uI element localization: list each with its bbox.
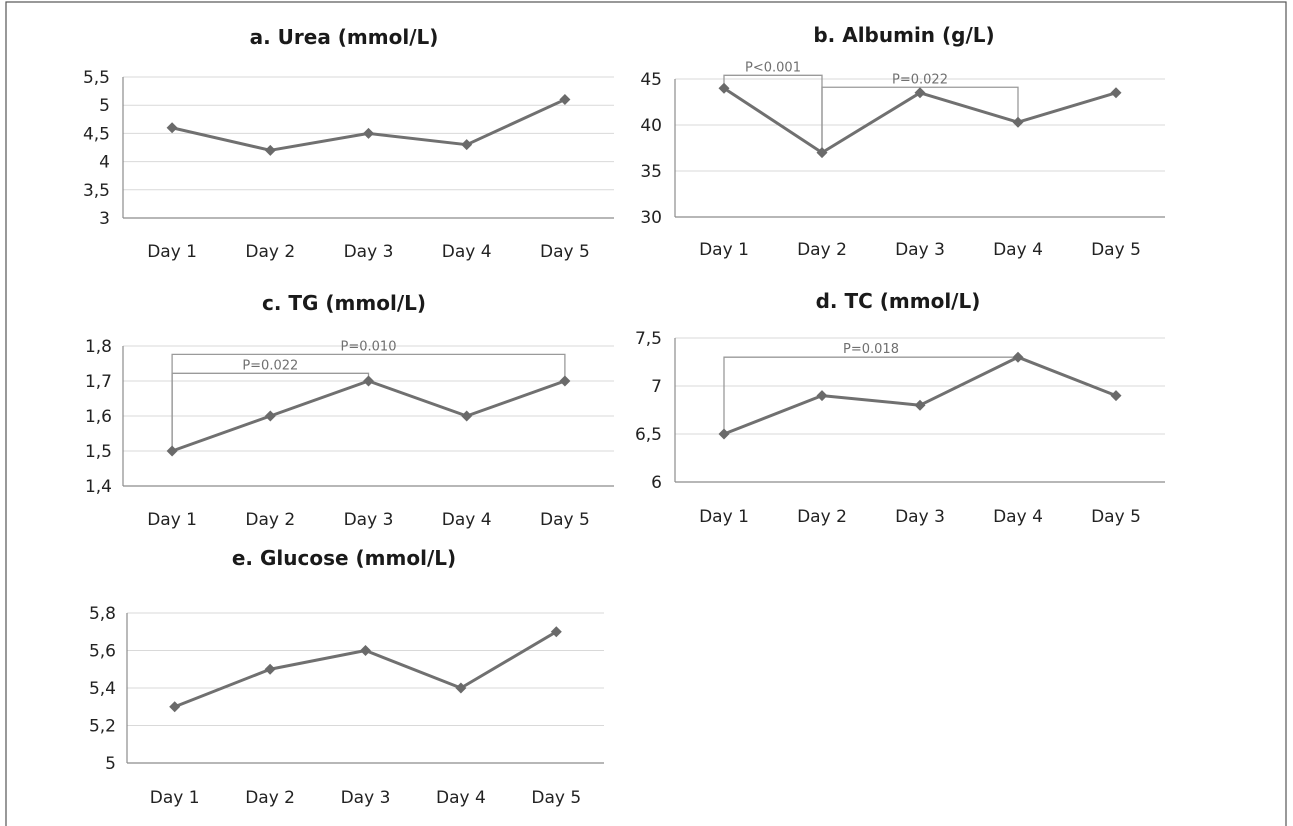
panel-c-tg: c. TG (mmol/L) 1,4 1,5 1,6 1,7 1,8 Day 1 Day 2… [85, 291, 614, 530]
significance-label: P=0.010 [341, 339, 397, 354]
y-tick-label: 5,2 [89, 717, 116, 737]
series-line [174, 630, 558, 709]
x-tick-label: Day 4 [993, 507, 1043, 527]
panel-e-title: e. Glucose (mmol/L) [232, 546, 456, 570]
data-point-marker [264, 663, 276, 675]
y-tick-label: 6 [651, 473, 662, 493]
x-tick-label: Day 5 [540, 242, 590, 262]
y-tick-label: 7,5 [635, 329, 662, 349]
data-point-marker [363, 375, 374, 387]
significance-label: P=0.022 [242, 358, 298, 373]
y-tick-label: 30 [640, 208, 662, 228]
data-point-marker [1110, 87, 1122, 99]
data-point-marker [559, 94, 571, 106]
data-point-marker [914, 87, 926, 99]
data-point-marker [1110, 390, 1122, 402]
data-point-marker [169, 701, 181, 713]
y-tick-label: 5,6 [89, 642, 116, 662]
y-tick-label: 35 [640, 162, 662, 182]
x-tick-label: Day 5 [1091, 507, 1141, 527]
data-point-marker [363, 127, 374, 139]
y-tick-label: 1,6 [85, 407, 112, 427]
y-tick-label: 5 [99, 96, 110, 116]
panel-a-title: a. Urea (mmol/L) [250, 25, 439, 49]
x-tick-label: Day 1 [699, 240, 749, 260]
data-point-marker [166, 122, 178, 134]
data-point-marker [914, 399, 926, 411]
significance-label: P=0.022 [892, 72, 948, 87]
significance-bracket [821, 86, 1019, 153]
x-tick-label: Day 3 [344, 242, 394, 262]
y-tick-label: 40 [640, 116, 662, 136]
data-point-marker [461, 139, 473, 151]
data-point-marker [1012, 351, 1024, 363]
x-tick-label: Day 2 [797, 507, 847, 527]
data-point-marker [718, 428, 730, 440]
x-tick-label: Day 4 [442, 242, 492, 262]
data-point-marker [264, 410, 276, 422]
y-tick-label: 5,4 [89, 679, 116, 699]
data-point-marker [816, 390, 828, 402]
data-point-marker [816, 147, 828, 159]
y-tick-label: 5 [105, 754, 116, 774]
x-tick-label: Day 3 [895, 507, 945, 527]
x-tick-label: Day 3 [344, 510, 394, 530]
data-point-marker [264, 144, 276, 156]
x-tick-label: Day 1 [699, 507, 749, 527]
y-tick-label: 4,5 [83, 124, 110, 144]
y-tick-label: 5,8 [89, 604, 116, 624]
data-point-marker [461, 410, 473, 422]
y-tick-label: 7 [651, 377, 662, 397]
y-tick-label: 45 [640, 70, 662, 90]
y-tick-label: 5,5 [83, 68, 110, 88]
x-tick-label: Day 5 [1091, 240, 1141, 260]
significance-label: P=0.018 [843, 342, 899, 357]
x-tick-label: Day 3 [341, 788, 391, 808]
panel-d-tc: d. TC (mmol/L) 6 6,5 7 7,5 Day 1 Day 2 Day 3 Da… [635, 289, 1165, 527]
y-tick-label: 1,5 [85, 442, 112, 462]
data-point-marker [559, 375, 571, 387]
x-tick-label: Day 4 [993, 240, 1043, 260]
panel-c-title: c. TG (mmol/L) [262, 291, 426, 315]
x-tick-label: Day 1 [147, 510, 197, 530]
series-line [723, 355, 1117, 436]
x-tick-label: Day 1 [150, 788, 200, 808]
x-tick-label: Day 2 [245, 242, 295, 262]
x-tick-label: Day 5 [540, 510, 590, 530]
y-tick-label: 6,5 [635, 425, 662, 445]
data-point-marker [455, 682, 467, 694]
y-tick-label: 1,8 [85, 337, 112, 357]
x-tick-label: Day 3 [895, 240, 945, 260]
panel-a-urea: a. Urea (mmol/L) 3 3,5 4 4,5 5 5,5 Day 1 Day 2 D… [83, 25, 614, 262]
data-point-marker [166, 445, 178, 457]
data-point-marker [1012, 116, 1024, 128]
significance-label: P<0.001 [745, 60, 801, 75]
y-tick-label: 3 [99, 209, 110, 229]
x-tick-label: Day 4 [442, 510, 492, 530]
data-point-marker [550, 626, 562, 638]
y-tick-label: 1,4 [85, 477, 112, 497]
significance-bracket [723, 74, 823, 153]
y-tick-label: 3,5 [83, 181, 110, 201]
x-tick-label: Day 2 [245, 510, 295, 530]
data-point-marker [360, 645, 371, 656]
panel-d-title: d. TC (mmol/L) [816, 289, 981, 313]
x-tick-label: Day 1 [147, 242, 197, 262]
x-tick-label: Day 2 [797, 240, 847, 260]
data-point-marker [718, 82, 730, 94]
significance-bracket [723, 356, 1018, 434]
panel-b-albumin: b. Albumin (g/L) 30 35 40 45 Day 1 Day 2 Day 3… [640, 23, 1165, 260]
panel-e-glucose: e. Glucose (mmol/L) 5 5,2 5,4 5,6 5,8 Day 1 Da… [89, 546, 604, 808]
series-line [171, 98, 566, 152]
x-tick-label: Day 2 [245, 788, 295, 808]
y-tick-label: 1,7 [85, 372, 112, 392]
x-tick-label: Day 4 [436, 788, 486, 808]
x-tick-label: Day 5 [531, 788, 581, 808]
panel-b-title: b. Albumin (g/L) [813, 23, 994, 47]
figure-frame [5, 1, 1287, 826]
y-tick-label: 4 [99, 153, 110, 173]
